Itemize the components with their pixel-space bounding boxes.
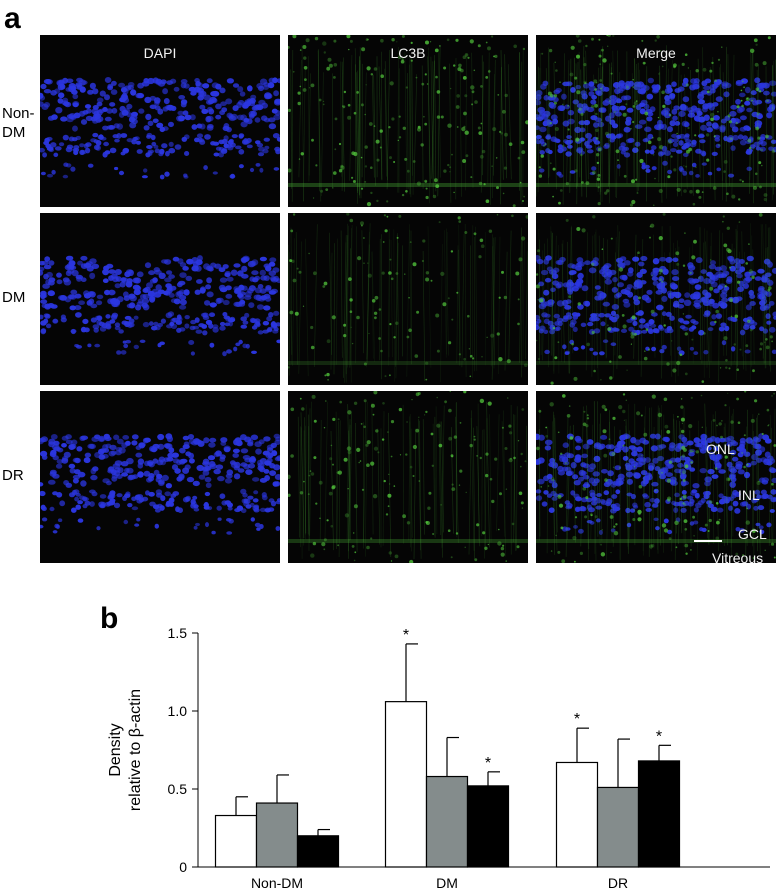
scale-bar [694, 540, 722, 542]
column-title-merge: Merge [636, 45, 676, 61]
significance-marker: * [574, 711, 580, 728]
x-tick-label: DR [608, 875, 628, 891]
y-tick-label: 0.5 [168, 781, 188, 797]
micrograph-dapi-row3 [40, 391, 280, 563]
bar [214, 814, 258, 868]
micrograph-image [536, 391, 776, 563]
micrograph-lc3b-row3 [288, 391, 528, 563]
bar [466, 785, 510, 868]
micrograph-image [288, 391, 528, 563]
x-tick-label: DM [436, 875, 458, 891]
micrograph-dapi-row2 [40, 213, 280, 385]
micrograph-image [40, 433, 280, 535]
bar [255, 802, 299, 868]
column-title-dapi: DAPI [143, 45, 177, 61]
micrograph-merge-row3 [536, 391, 776, 563]
micrograph-merge-row2 [536, 213, 776, 385]
panel-b-letter: b [100, 602, 118, 635]
bar [425, 775, 469, 868]
row-label-dm: DM [2, 289, 26, 306]
layer-label-inl: INL [738, 487, 760, 503]
layer-label-onl: ONL [706, 441, 735, 457]
significance-marker: * [656, 728, 662, 745]
significance-marker: * [485, 755, 491, 772]
micrograph-image [288, 35, 528, 207]
micrograph-lc3b-row2 [288, 213, 528, 385]
micrograph-image [288, 213, 528, 383]
micrograph-dapi-row1: DAPI [40, 35, 280, 207]
micrograph-image [40, 77, 280, 180]
y-tick-label: 1.5 [168, 625, 188, 641]
y-tick-label: 1.0 [168, 703, 188, 719]
bar [555, 761, 599, 868]
bar [296, 835, 340, 868]
y-axis-label-line2: relative to β-actin [127, 689, 144, 811]
micrograph-image [536, 35, 776, 207]
row-label-non-dm: Non- DM [2, 105, 35, 141]
micrograph-lc3b-row1: LC3B [288, 35, 528, 207]
y-tick-label: 0 [179, 859, 187, 875]
layer-label-vitreous: Vitreous [712, 550, 764, 566]
micrograph-image [536, 213, 776, 385]
bar-chart: b 0 0.5 1.0 1.5 Density relative to β-actin Non… [100, 602, 770, 891]
column-title-lc3b: LC3B [390, 45, 426, 61]
bar [384, 701, 428, 868]
x-tick-label: Non-DM [251, 875, 303, 891]
micrograph-image [40, 255, 280, 357]
significance-marker: * [403, 627, 409, 644]
row-label-dr: DR [2, 467, 24, 484]
micrograph-merge-row1: Merge [536, 35, 776, 207]
bar [637, 760, 681, 868]
panel-a-letter: a [4, 2, 21, 35]
layer-label-gcl: GCL [738, 526, 767, 542]
y-axis-label-line1: Density [107, 723, 124, 776]
bar [596, 786, 640, 868]
